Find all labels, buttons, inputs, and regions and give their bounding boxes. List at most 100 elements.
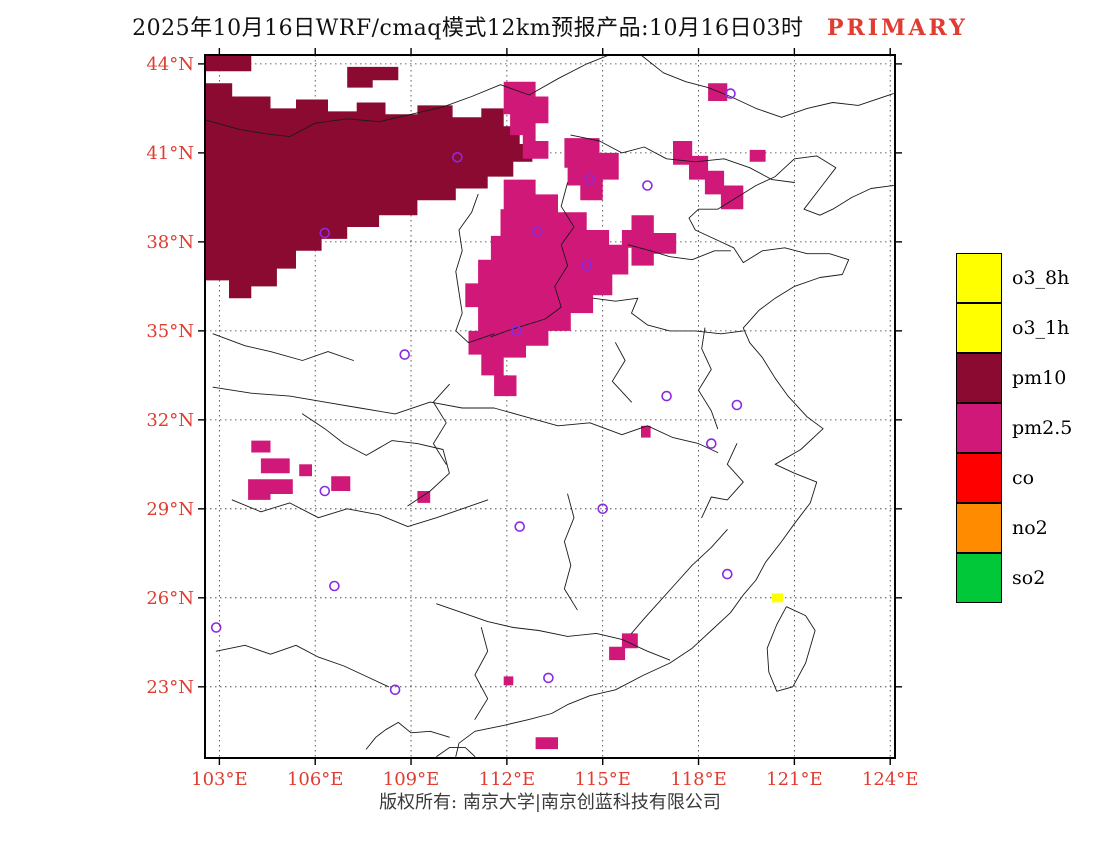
city-marker [210,622,222,633]
province-boundary [212,386,719,453]
pollutant-region-pm2.5 [465,179,629,397]
province-boundary [436,747,476,757]
city-marker [514,521,526,532]
legend-swatch-o3_8h [956,253,1002,303]
province-boundary [455,193,495,344]
province-boundary [611,342,632,403]
province-boundary [627,244,731,261]
map-border [204,54,896,759]
legend-item-so2: so2 [956,552,1072,603]
pollutant-region-o3_1h [772,593,784,603]
city-marker [661,390,672,402]
pollutant-region-pm2.5 [708,83,728,101]
province-boundary [365,721,450,750]
city-marker [452,152,463,163]
province-boundary [698,327,719,430]
province-boundary [432,383,450,465]
legend-item-pm10: pm10 [956,352,1072,403]
pollutant-region-pm10 [347,66,399,88]
pollutant-region-pm2.5 [251,440,271,453]
legend-label: o3_8h [1012,267,1070,289]
forecast-title-text: 2025年10月16日WRF/cmaq模式12km预报产品:10月16日03时 [132,16,804,41]
lon-tick-label: 118°E [670,769,727,790]
city-marker [319,227,331,239]
legend-swatch-no2 [956,502,1002,553]
copyright-text: 版权所有: 南京大学|南京创蓝科技有限公司 [379,792,721,813]
legend-swatch-co [956,452,1002,503]
province-boundary [701,443,744,519]
province-boundary [474,627,489,720]
legend-label: no2 [1012,517,1048,539]
province-boundary [212,333,354,361]
legend-label: co [1012,467,1035,489]
city-marker [721,568,733,580]
pollutant-region-pm10 [205,55,252,72]
legend-swatch-o3_1h [956,302,1002,353]
lon-tick-label: 109°E [383,769,440,790]
lat-tick-label: 29°N [146,499,194,520]
city-marker [511,325,522,337]
pollutant-region-pm2.5 [535,737,558,750]
pollutant-region-pm2.5 [503,676,514,686]
lon-tick-label: 106°E [287,769,344,790]
province-boundary [766,606,816,692]
province-boundary [640,54,894,118]
province-boundary [206,54,610,138]
city-marker [329,580,340,592]
lat-tick-label: 26°N [146,588,194,609]
page-title: 2025年10月16日WRF/cmaq模式12km预报产品:10月16日03时 … [0,10,1100,42]
pollutant-region-pm2.5 [621,215,677,266]
lat-tick-label: 32°N [146,410,194,431]
city-marker [531,226,543,237]
lat-tick-label: 41°N [146,143,194,164]
legend-label: o3_1h [1012,317,1070,339]
legend-swatch-so2 [956,552,1002,603]
legend-item-pm2.5: pm2.5 [956,402,1073,453]
city-marker [389,684,401,696]
province-boundary [231,499,489,528]
city-marker [399,349,411,360]
pollutant-region-pm2.5 [609,646,626,661]
forecast-map: 103°E 106°E 109°E 112°E 115°E 118°E 121°E 124°E… [146,48,919,790]
pollutant-region-pm2.5 [248,479,293,500]
pollutant-region-pm2.5 [417,491,431,503]
city-marker [597,503,609,515]
city-marker [731,399,743,411]
province-boundary [631,529,728,634]
pollutant-region-pm2.5 [673,141,744,210]
province-boundary [436,603,671,661]
lon-tick-label: 112°E [479,769,536,790]
legend-label: pm2.5 [1012,417,1073,439]
lat-tick-label: 23°N [146,677,194,698]
city-marker [581,260,593,271]
pollutant-region-pm2.5 [299,464,312,477]
primary-mode-label: PRIMARY [826,15,968,41]
pollutant-region-pm2.5 [641,425,651,438]
lat-tick-label: 38°N [146,232,194,253]
legend-item-o3_8h: o3_8h [956,253,1072,303]
province-boundary [592,297,744,335]
legend-swatch-pm10 [956,352,1002,403]
province-boundary [215,644,390,688]
province-boundary [570,134,795,183]
city-marker [319,485,331,497]
pollutant-region-pm2.5 [260,458,290,474]
legend-item-no2: no2 [956,502,1072,553]
lon-tick-label: 124°E [862,769,919,790]
city-marker [584,174,596,185]
province-boundary [563,493,578,611]
pollutant-region-pm2.5 [503,81,549,159]
pollutant-region-pm2.5 [749,149,766,162]
pollutant-legend: o3_8h o3_1h pm10 pm2.5 co no2 so2 [956,253,1072,603]
legend-item-co: co [956,452,1072,503]
lon-tick-label: 115°E [574,769,631,790]
city-marker [642,180,653,191]
lon-tick-label: 121°E [766,769,823,790]
province-boundary [455,155,894,757]
lat-tick-label: 35°N [146,321,194,342]
city-marker [543,672,554,684]
pollutant-region-pm2.5 [564,138,619,201]
legend-swatch-pm2.5 [956,402,1002,453]
city-marker [705,438,717,449]
